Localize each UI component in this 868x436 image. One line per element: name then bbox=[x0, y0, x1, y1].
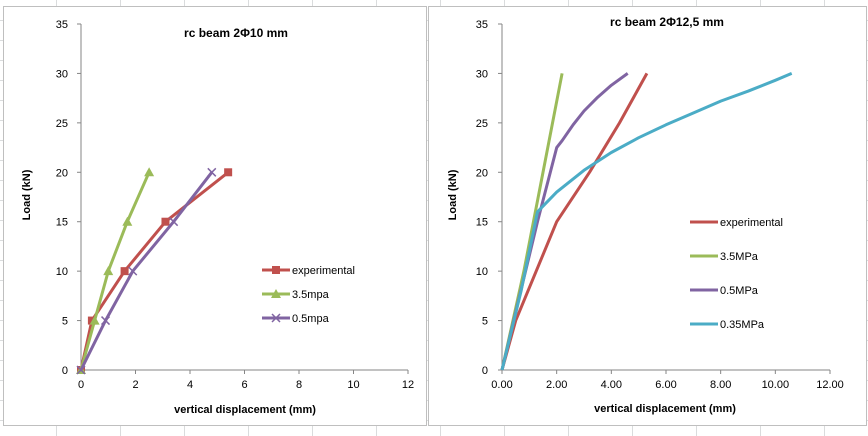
data-point bbox=[122, 216, 133, 226]
legend-label: experimental bbox=[720, 217, 783, 229]
y-tick-label: 10 bbox=[476, 266, 488, 278]
y-tick-label: 0 bbox=[62, 365, 68, 377]
data-point bbox=[224, 168, 233, 177]
legend-item[interactable]: experimental bbox=[690, 217, 783, 229]
y-tick-label: 20 bbox=[56, 167, 68, 179]
y-tick-label: 5 bbox=[62, 316, 68, 328]
data-point bbox=[161, 217, 170, 226]
chart-panel-right[interactable] bbox=[428, 6, 867, 426]
x-tick-label: 12 bbox=[402, 379, 414, 391]
y-tick-label: 25 bbox=[56, 118, 68, 130]
data-point bbox=[89, 315, 100, 325]
legend-label: 3.5MPa bbox=[720, 251, 759, 263]
legend-item[interactable]: 0.5mpa bbox=[262, 313, 330, 325]
x-axis-title: vertical displacement (mm) bbox=[594, 403, 736, 415]
legend-marker bbox=[271, 289, 281, 298]
x-tick-label: 6 bbox=[241, 379, 247, 391]
series-0.35MPa[interactable] bbox=[500, 72, 793, 371]
legend-item[interactable]: 0.35MPa bbox=[690, 319, 765, 331]
y-tick-label: 30 bbox=[476, 68, 488, 80]
legend-item[interactable]: experimental bbox=[262, 265, 355, 277]
series-line bbox=[500, 72, 649, 371]
series-line bbox=[500, 72, 629, 371]
legend-marker bbox=[271, 313, 281, 323]
chart-title: rc beam 2Φ12,5 mm bbox=[610, 15, 724, 29]
legend-item[interactable]: 3.5mpa bbox=[262, 289, 330, 301]
series-line bbox=[500, 72, 793, 371]
data-point bbox=[144, 167, 155, 177]
data-point bbox=[76, 365, 86, 375]
data-point bbox=[128, 266, 138, 276]
data-point bbox=[120, 267, 129, 276]
x-tick-label: 6.00 bbox=[655, 379, 676, 391]
x-tick-label: 0.00 bbox=[491, 379, 512, 391]
legend-marker bbox=[272, 266, 280, 274]
legend-label: 0.5mpa bbox=[292, 313, 330, 325]
y-axis-title: Load (kN) bbox=[447, 169, 459, 220]
legend-label: 0.35MPa bbox=[720, 319, 765, 331]
data-point bbox=[103, 266, 114, 276]
legend-label: 0.5MPa bbox=[720, 285, 759, 297]
series-0.5mpa[interactable] bbox=[76, 167, 217, 375]
x-tick-label: 0 bbox=[78, 379, 84, 391]
y-tick-label: 25 bbox=[476, 118, 488, 130]
x-axis-title: vertical displacement (mm) bbox=[174, 404, 316, 416]
x-tick-label: 8.00 bbox=[710, 379, 731, 391]
x-tick-label: 2.00 bbox=[546, 379, 567, 391]
x-tick-label: 4.00 bbox=[601, 379, 622, 391]
y-tick-label: 15 bbox=[56, 217, 68, 229]
y-tick-label: 5 bbox=[482, 316, 488, 328]
series-experimental[interactable] bbox=[500, 72, 649, 371]
data-point bbox=[169, 217, 179, 227]
y-tick-label: 15 bbox=[476, 217, 488, 229]
legend-item[interactable]: 3.5MPa bbox=[690, 251, 759, 263]
y-tick-label: 10 bbox=[56, 266, 68, 278]
x-tick-label: 12.00 bbox=[816, 379, 844, 391]
y-tick-label: 30 bbox=[56, 68, 68, 80]
y-axis-title-text: Load (kN) bbox=[21, 169, 33, 220]
x-tick-label: 2 bbox=[132, 379, 138, 391]
x-tick-label: 8 bbox=[296, 379, 302, 391]
series-0.5MPa[interactable] bbox=[500, 72, 629, 371]
x-tick-label: 10 bbox=[347, 379, 359, 391]
y-tick-label: 35 bbox=[476, 19, 488, 31]
y-tick-label: 20 bbox=[476, 167, 488, 179]
y-axis-title: Load (kN) bbox=[21, 169, 33, 220]
y-tick-label: 35 bbox=[56, 19, 68, 31]
legend-item[interactable]: 0.5MPa bbox=[690, 285, 759, 297]
x-tick-label: 4 bbox=[187, 379, 193, 391]
legend-label: 3.5mpa bbox=[292, 289, 330, 301]
y-tick-label: 0 bbox=[482, 365, 488, 377]
x-tick-label: 10.00 bbox=[762, 379, 790, 391]
legend-label: experimental bbox=[292, 265, 355, 277]
data-point bbox=[100, 316, 111, 326]
chart-panel-left[interactable] bbox=[3, 6, 427, 426]
chart-title: rc beam 2Φ10 mm bbox=[184, 26, 288, 40]
data-point bbox=[207, 167, 217, 177]
y-axis-title-text: Load (kN) bbox=[447, 169, 459, 220]
